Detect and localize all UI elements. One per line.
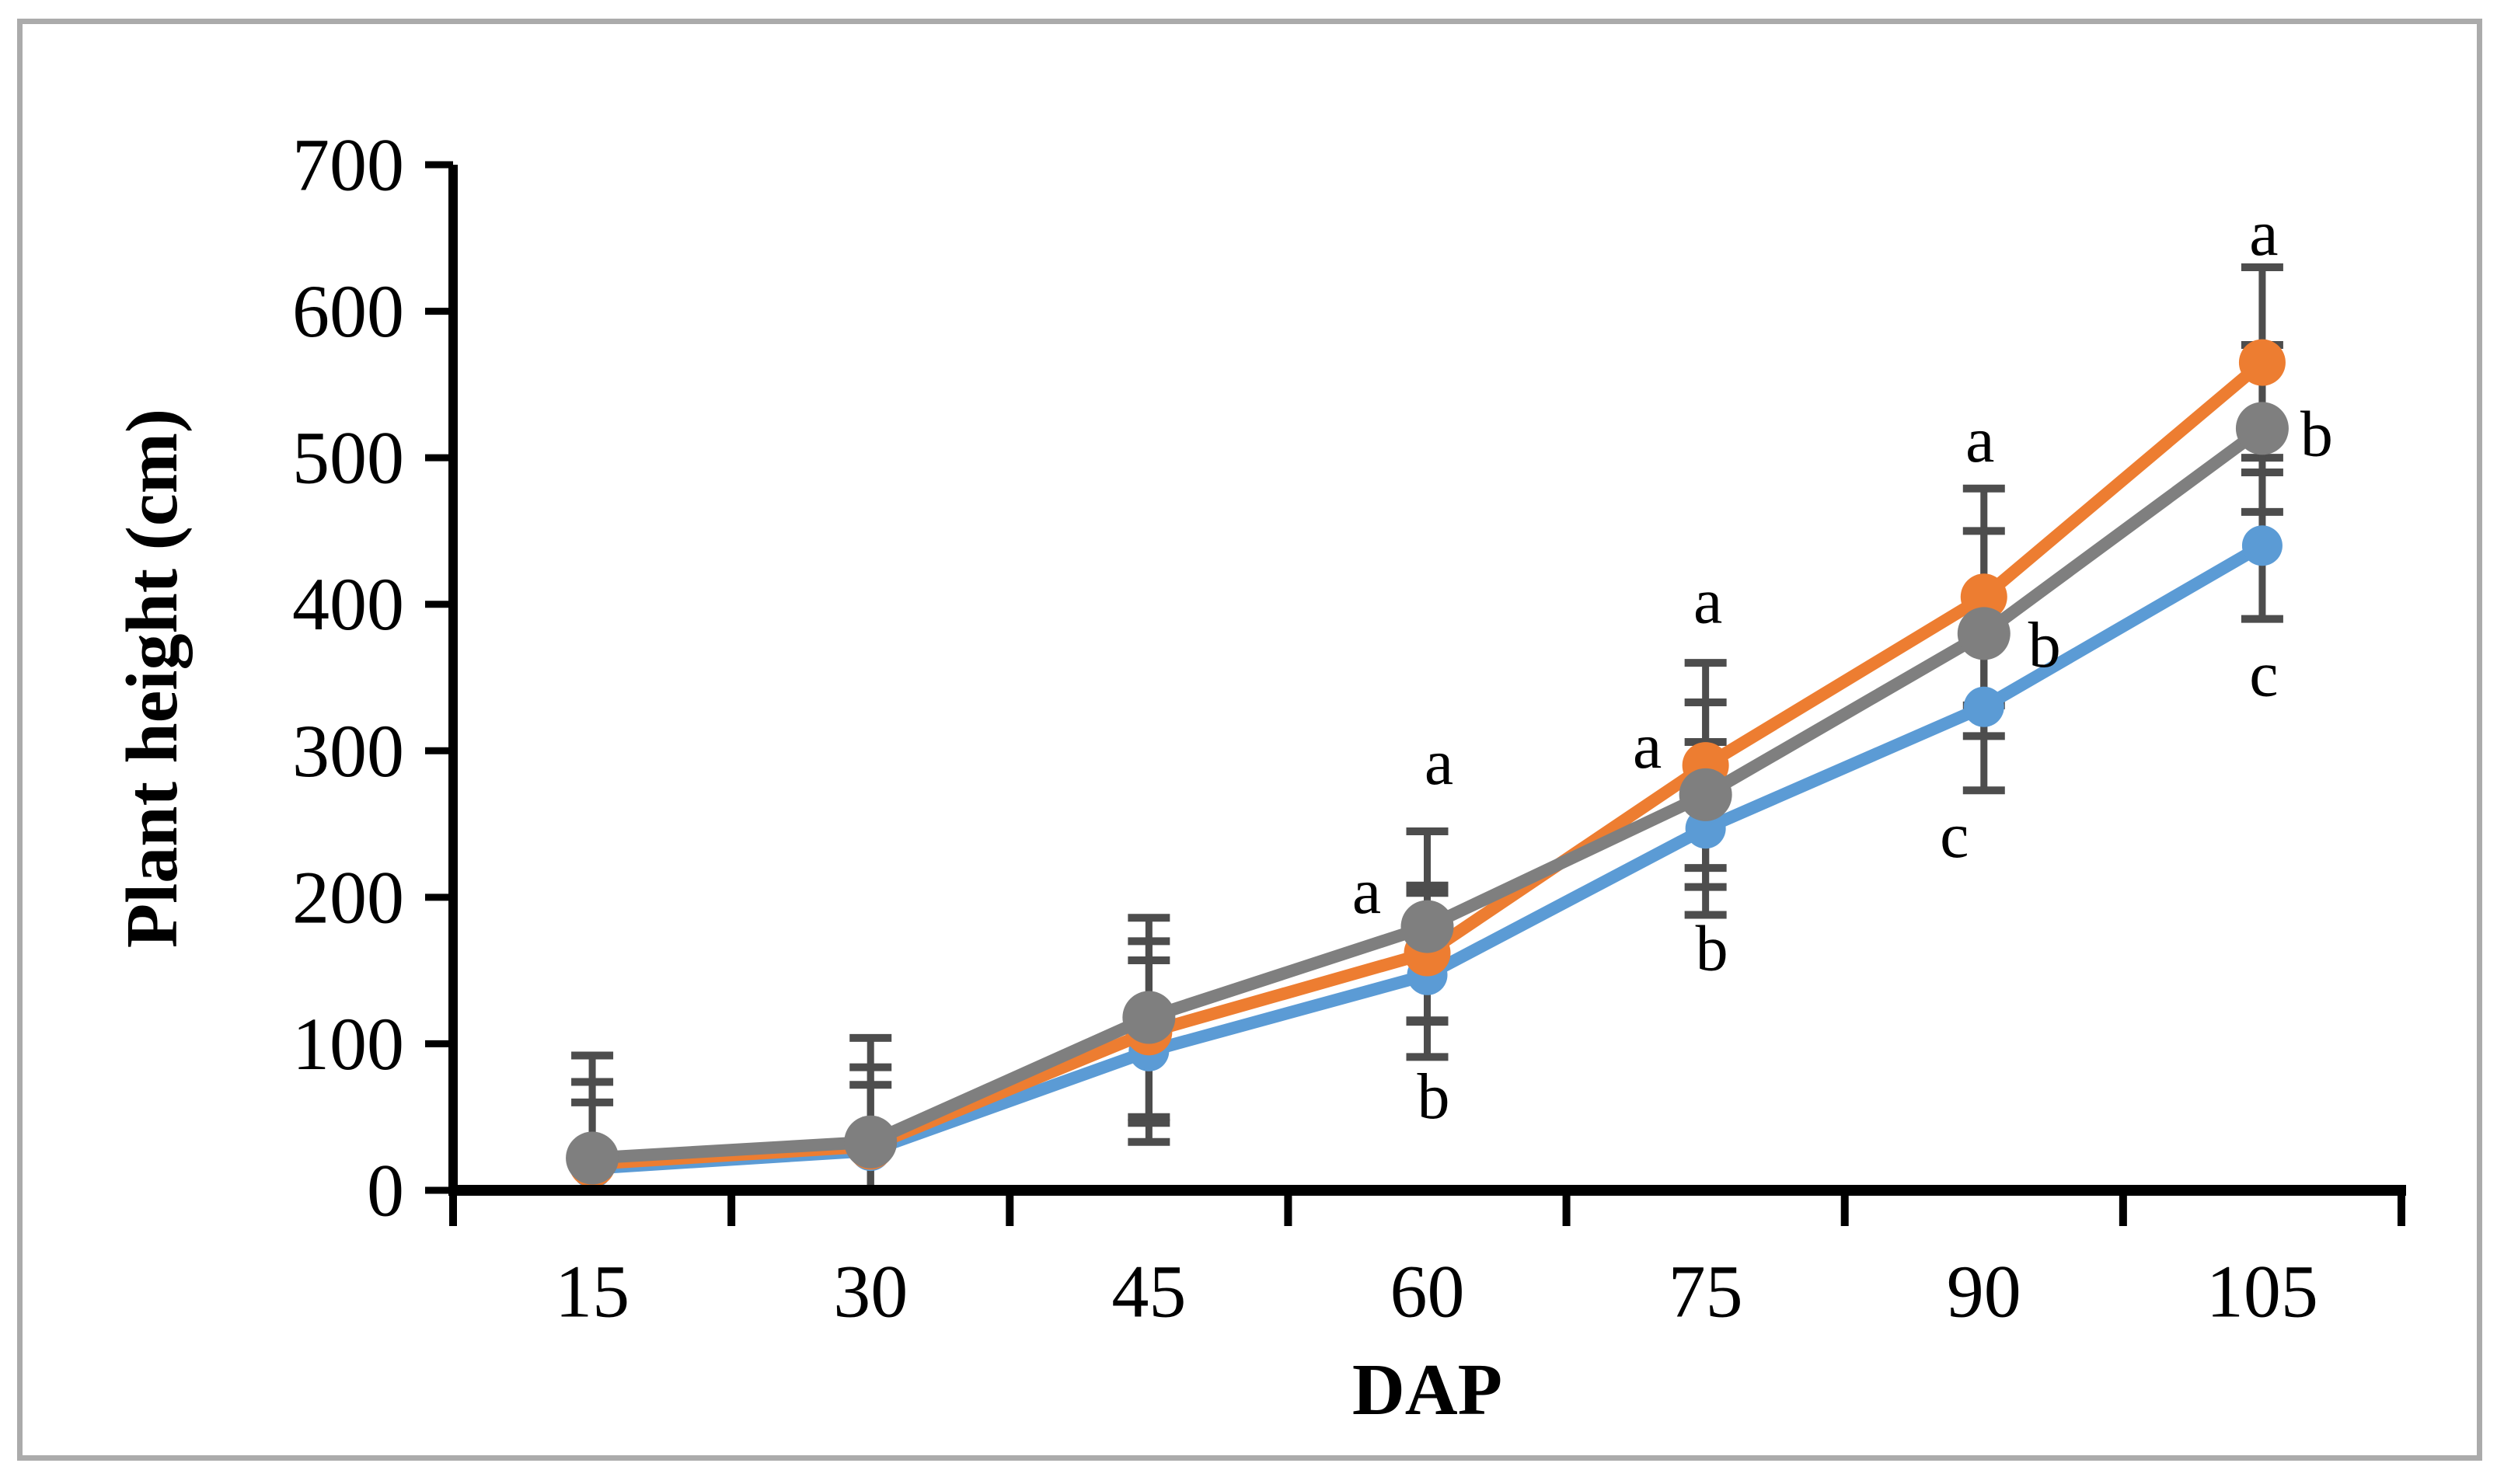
x-tick-label-30: 30 — [833, 1250, 908, 1333]
y-tick-label-0: 0 — [367, 1149, 404, 1232]
y-tick-label-700: 700 — [292, 124, 404, 207]
y-tick-label-100: 100 — [292, 1002, 404, 1085]
sig-letter-90-c-8: c — [1940, 799, 1969, 872]
marker-orange-90 — [1960, 573, 2007, 621]
sig-letter-60-b-2: b — [1418, 1061, 1450, 1133]
sig-letter-105-c-11: c — [2249, 639, 2278, 711]
x-tick-label-90: 90 — [1947, 1250, 2021, 1333]
marker-blue-105 — [2241, 525, 2283, 566]
marker-orange-105 — [2238, 339, 2286, 386]
marker-gray-90 — [1957, 607, 2011, 660]
x-axis-title: DAP — [1351, 1350, 1503, 1430]
x-tick-label-45: 45 — [1111, 1250, 1186, 1333]
y-axis-title: Plant height (cm) — [112, 408, 193, 949]
x-tick-label-15: 15 — [555, 1250, 629, 1333]
sig-letter-75-a-3: a — [1693, 565, 1722, 637]
y-tick-label-300: 300 — [292, 709, 404, 793]
sig-letter-75-a-4: a — [1633, 710, 1662, 782]
sig-letter-60-a-1: a — [1352, 855, 1381, 928]
marker-gray-15 — [566, 1131, 619, 1185]
sig-letter-90-b-7: b — [2028, 609, 2061, 681]
marker-gray-105 — [2235, 402, 2289, 455]
sig-letter-90-a-6: a — [1965, 404, 1994, 476]
x-tick-label-60: 60 — [1390, 1250, 1465, 1333]
y-tick-label-500: 500 — [292, 416, 404, 500]
sig-letter-105-b-10: b — [2300, 398, 2333, 470]
marker-gray-60 — [1400, 900, 1454, 953]
marker-gray-30 — [844, 1115, 898, 1169]
y-tick-label-400: 400 — [292, 563, 404, 646]
x-tick-label-75: 75 — [1669, 1250, 1743, 1333]
sig-letter-75-b-5: b — [1696, 912, 1728, 984]
marker-gray-75 — [1679, 768, 1732, 821]
y-tick-label-600: 600 — [292, 270, 404, 353]
marker-blue-90 — [1963, 686, 2004, 727]
sig-letter-60-a-0: a — [1425, 726, 1453, 799]
figure-border — [17, 19, 2482, 1461]
marker-gray-45 — [1122, 991, 1176, 1044]
y-tick-label-200: 200 — [292, 855, 404, 939]
x-tick-label-105: 105 — [2206, 1250, 2318, 1333]
sig-letter-105-a-9: a — [2249, 197, 2278, 270]
